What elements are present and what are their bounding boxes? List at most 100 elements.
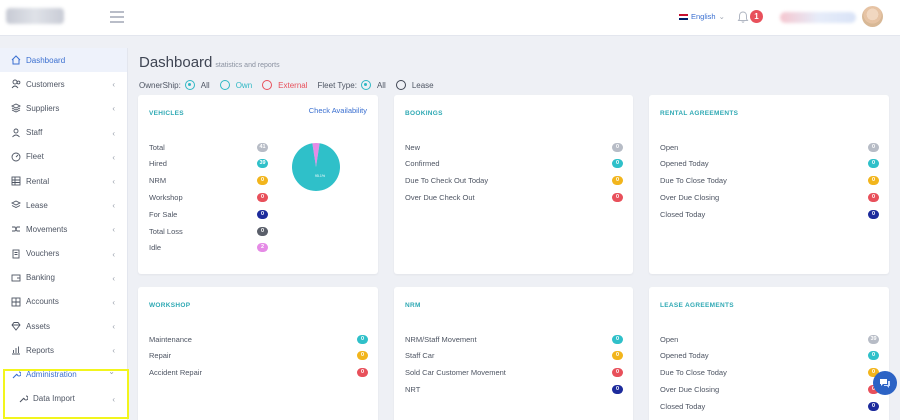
count-badge: 39 <box>868 334 879 344</box>
sidebar-item-label: Accounts <box>26 297 59 307</box>
stat-label: Closed Today <box>660 401 706 411</box>
count-badge: 0 <box>868 192 879 202</box>
pie-slice-idle[interactable] <box>312 143 320 167</box>
sidebar-item-reports[interactable]: Reports ‹ <box>0 338 127 362</box>
fleet-type-all-radio[interactable]: All <box>360 80 386 90</box>
count-badge: 0 <box>257 209 268 219</box>
stat-row[interactable]: Due To Close Today 0 <box>660 366 879 380</box>
radio-label: All <box>376 80 386 90</box>
card-title: BOOKINGS <box>405 110 443 117</box>
sidebar-item-label: Vouchers <box>26 249 60 259</box>
stat-row[interactable]: Hired 39 <box>149 157 268 171</box>
logo[interactable] <box>6 8 64 24</box>
stat-label: NRM/Staff Movement <box>405 334 477 344</box>
stat-label: Due To Check Out Today <box>405 176 489 186</box>
check-availability-link[interactable]: Check Availability <box>308 106 367 115</box>
sidebar-item-assets[interactable]: Assets ‹ <box>0 314 127 338</box>
rental-agreements-card: RENTAL AGREEMENTS Open 0 Opened Today 0 Due … <box>649 95 889 274</box>
stat-row[interactable]: Idle 2 <box>149 241 268 255</box>
stat-row[interactable]: NRM/Staff Movement 0 <box>405 332 623 346</box>
bookings-card: BOOKINGS New 0 Confirmed 0 Due To Check Out … <box>394 95 633 274</box>
stat-label: Over Due Check Out <box>405 192 475 202</box>
stat-row[interactable]: Due To Check Out Today 0 <box>405 174 623 188</box>
sidebar-item-vouchers[interactable]: Vouchers ‹ <box>0 242 127 266</box>
page-title-text: Dashboard <box>139 54 213 71</box>
main-content: Dashboard statistics and reports OwnerShi… <box>128 36 900 420</box>
sidebar-item-label: Banking <box>26 273 55 283</box>
stat-label: Staff Car <box>405 351 435 361</box>
sidebar-item-fleet[interactable]: Fleet ‹ <box>0 145 127 169</box>
stat-row[interactable]: NRM 0 <box>149 174 268 188</box>
pie-slice-hired[interactable] <box>292 143 340 191</box>
stat-row[interactable]: Workshop 0 <box>149 190 268 204</box>
stat-row[interactable]: Total 41 <box>149 140 268 154</box>
stat-row[interactable]: NRT 0 <box>405 382 623 396</box>
count-badge: 39 <box>257 159 268 169</box>
stat-row[interactable]: Over Due Closing 0 <box>660 190 879 204</box>
grid-icon <box>11 297 21 307</box>
stat-row[interactable]: Open 0 <box>660 140 879 154</box>
sidebar-item-dashboard[interactable]: Dashboard <box>0 48 127 73</box>
stat-label: Opened Today <box>660 159 709 169</box>
sidebar-item-administration[interactable]: Administration ⌄ <box>0 362 127 386</box>
stat-row[interactable]: Accident Repair 0 <box>149 366 368 380</box>
stat-row[interactable]: Repair 0 <box>149 349 368 363</box>
count-badge: 2 <box>257 243 268 253</box>
stat-label: NRT <box>405 384 421 394</box>
stat-row[interactable]: Total Loss 0 <box>149 224 268 238</box>
sidebar-item-lease[interactable]: Lease ‹ <box>0 193 127 217</box>
stat-row[interactable]: Opened Today 0 <box>660 349 879 363</box>
stat-label: Confirmed <box>405 159 440 169</box>
user-name[interactable] <box>780 12 856 23</box>
fleet-type-lease-radio[interactable]: Lease <box>395 80 434 90</box>
ownership-all-radio[interactable]: All <box>184 80 210 90</box>
stat-row[interactable]: Closed Today 0 <box>660 207 879 221</box>
stat-row[interactable]: Over Due Check Out 0 <box>405 190 623 204</box>
count-badge: 0 <box>257 192 268 202</box>
bell-icon[interactable] <box>736 10 750 24</box>
sidebar: Dashboard Customers ‹ Suppliers ‹ Staff ‹ Fleet… <box>0 48 128 420</box>
sidebar-item-label: Lease <box>26 200 48 210</box>
sidebar-item-banking[interactable]: Banking ‹ <box>0 266 127 290</box>
sidebar-item-suppliers[interactable]: Suppliers ‹ <box>0 96 127 120</box>
sidebar-item-movements[interactable]: Movements ‹ <box>0 217 127 241</box>
chevron-down-icon: ⌄ <box>108 367 115 377</box>
ownership-external-radio[interactable]: External <box>262 80 308 90</box>
stat-row[interactable]: Staff Car 0 <box>405 349 623 363</box>
count-badge: 0 <box>612 176 623 186</box>
stat-row[interactable]: Closed Today 0 <box>660 399 879 413</box>
radio-label: All <box>200 80 210 90</box>
menu-toggle-icon[interactable] <box>110 11 124 23</box>
page-title: Dashboard statistics and reports <box>139 54 280 71</box>
stat-row[interactable]: Over Due Closing 0 <box>660 382 879 396</box>
stat-row[interactable]: Sold Car Customer Movement 0 <box>405 366 623 380</box>
sidebar-item-staff[interactable]: Staff ‹ <box>0 121 127 145</box>
count-badge: 0 <box>612 368 623 378</box>
stat-row[interactable]: Maintenance 0 <box>149 332 368 346</box>
stat-label: Workshop <box>149 192 183 202</box>
count-badge: 0 <box>612 334 623 344</box>
stat-row[interactable]: New 0 <box>405 140 623 154</box>
notification-badge[interactable]: 1 <box>750 10 763 23</box>
sidebar-item-customers[interactable]: Customers ‹ <box>0 72 127 96</box>
sidebar-item-accounts[interactable]: Accounts ‹ <box>0 290 127 314</box>
avatar[interactable] <box>862 6 883 27</box>
language-selector[interactable]: English ⌄ <box>679 12 725 21</box>
sidebar-item-label: Movements <box>26 224 68 234</box>
count-badge: 0 <box>612 159 623 169</box>
sidebar-item-rental[interactable]: Rental ‹ <box>0 169 127 193</box>
stat-row[interactable]: Due To Close Today 0 <box>660 174 879 188</box>
stat-row[interactable]: Opened Today 0 <box>660 157 879 171</box>
vehicles-card: VEHICLES Check Availability 95.1% Total 4… <box>138 95 378 274</box>
ownership-own-radio[interactable]: Own <box>219 80 252 90</box>
stat-label: Open <box>660 334 679 344</box>
count-badge: 0 <box>868 176 879 186</box>
chevron-left-icon: ‹ <box>112 273 115 283</box>
stat-row[interactable]: For Sale 0 <box>149 207 268 221</box>
stat-row[interactable]: Confirmed 0 <box>405 157 623 171</box>
stat-row[interactable]: Open 39 <box>660 332 879 346</box>
count-badge: 41 <box>257 142 268 152</box>
chat-button[interactable] <box>873 371 897 395</box>
sidebar-item-data-import[interactable]: Data Import ‹ <box>0 387 127 411</box>
table-icon <box>11 176 21 186</box>
